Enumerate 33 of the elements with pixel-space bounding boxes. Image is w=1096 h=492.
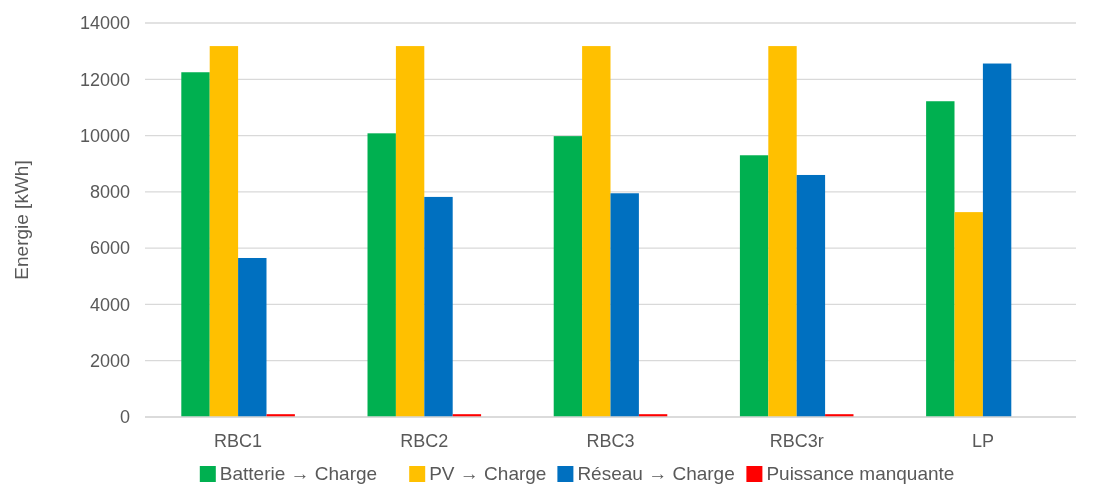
- bar: [367, 133, 396, 417]
- bar: [424, 196, 453, 417]
- bar: [610, 193, 639, 417]
- x-tick-label: LP: [971, 431, 994, 451]
- legend-label: Réseau → Charge: [577, 463, 735, 484]
- bar: [395, 46, 425, 417]
- bar: [926, 101, 955, 417]
- y-tick-label: 8000: [89, 182, 130, 203]
- bar: [238, 257, 267, 417]
- bar: [768, 46, 797, 417]
- y-tick-label: 0: [119, 407, 130, 428]
- bar: [796, 174, 826, 417]
- bar: [553, 136, 583, 417]
- x-tick-label: RBC3r: [769, 431, 824, 451]
- y-tick-label: 12000: [79, 69, 130, 90]
- x-tick-label: RBC2: [400, 431, 449, 451]
- y-tick-label: 2000: [89, 351, 130, 372]
- x-tick-label: RBC1: [214, 431, 263, 451]
- y-tick-label: 14000: [79, 13, 130, 34]
- bar: [209, 46, 239, 417]
- bar: [739, 155, 769, 417]
- x-tick-label: RBC3: [586, 431, 635, 451]
- bar: [982, 63, 1012, 417]
- y-tick-label: 4000: [89, 294, 130, 315]
- bar: [954, 212, 983, 417]
- y-tick-label: 6000: [89, 238, 130, 259]
- legend-label: Puissance manquante: [766, 463, 955, 484]
- y-tick-label: 10000: [79, 125, 130, 146]
- bar: [582, 46, 611, 417]
- legend-label: Batterie → Charge: [219, 463, 378, 484]
- y-axis-title: Energie [kWh]: [11, 160, 32, 280]
- bar: [181, 72, 210, 417]
- legend-label: PV → Charge: [429, 463, 547, 484]
